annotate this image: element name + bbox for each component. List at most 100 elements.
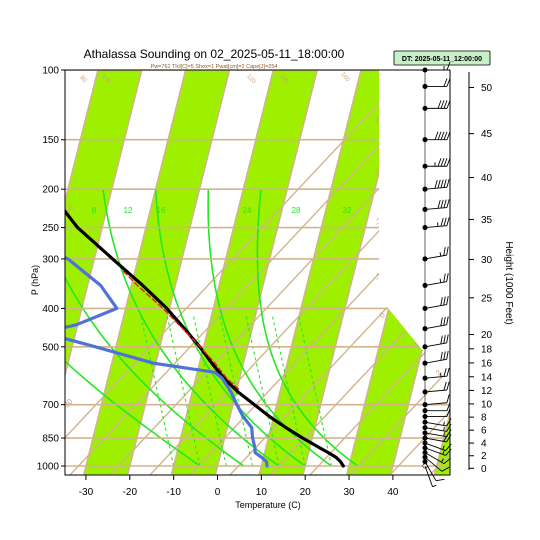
wind-barb-feather bbox=[443, 296, 446, 306]
wind-barb bbox=[422, 334, 449, 350]
height-tick-label: 8 bbox=[481, 413, 487, 424]
pressure-tick-label: 300 bbox=[42, 254, 59, 265]
height-tick-label: 18 bbox=[481, 344, 493, 355]
dry-adiabat-label: 160 bbox=[339, 72, 350, 84]
temperature-profile bbox=[65, 208, 345, 468]
wind-barb-feather bbox=[443, 131, 448, 140]
wind-barb-feather bbox=[443, 199, 447, 208]
temperature-tick-label: -20 bbox=[123, 487, 138, 498]
wind-barb-feather bbox=[440, 100, 445, 109]
wind-barb-half-feather bbox=[442, 450, 445, 455]
wind-barb bbox=[422, 296, 449, 311]
height-tick-label: 2 bbox=[481, 451, 487, 462]
moist-adiabat-line bbox=[256, 189, 359, 467]
badge-text: DT: 2025-05-11_12:00:00 bbox=[402, 56, 482, 63]
pressure-tick-label: 1000 bbox=[37, 462, 60, 473]
mixing-ratio-line bbox=[219, 316, 254, 467]
wind-barb-feather bbox=[443, 335, 446, 344]
height-tick-label: 4 bbox=[481, 439, 487, 450]
dry-adiabat-line bbox=[149, 154, 450, 475]
wind-barb-shaft bbox=[424, 447, 446, 456]
wind-barb-shaft bbox=[424, 427, 447, 432]
height-axis-label: Height (1000 Feet) bbox=[503, 241, 514, 324]
height-tick-label: 25 bbox=[481, 293, 493, 304]
mixing-ratio-label: 16 bbox=[157, 206, 166, 215]
wind-barb-shaft bbox=[424, 324, 447, 330]
wind-barb-shaft bbox=[424, 432, 447, 438]
wind-barb-feather bbox=[437, 199, 441, 209]
wind-barb bbox=[422, 217, 450, 231]
wind-barb bbox=[422, 316, 449, 332]
wind-barb-shaft bbox=[424, 304, 447, 309]
mixing-ratio-line bbox=[245, 316, 280, 467]
dry-adiabat-line bbox=[269, 282, 450, 475]
wind-barb-feather bbox=[446, 394, 450, 403]
wind-barb-feather bbox=[446, 273, 449, 282]
plot-mask bbox=[379, 70, 450, 475]
wind-barb-half-feather bbox=[443, 432, 445, 437]
wind-barb-feather bbox=[441, 466, 450, 472]
wind-barb-feather bbox=[446, 350, 449, 360]
wind-barb-feather bbox=[440, 158, 445, 167]
badge-box bbox=[393, 50, 491, 66]
wind-barb-feather bbox=[434, 131, 439, 140]
wind-barb-feather bbox=[440, 179, 444, 188]
wind-barb-half-feather bbox=[432, 484, 437, 488]
wind-barb-shaft bbox=[424, 281, 447, 286]
dry-adiabat-label: 100 bbox=[100, 74, 111, 86]
height-tick-label: 40 bbox=[481, 173, 493, 184]
height-tick-label: 12 bbox=[481, 386, 493, 397]
wind-barb-feather bbox=[446, 296, 449, 305]
wind-barb-feather bbox=[440, 317, 443, 326]
wind-barb-half-feather bbox=[441, 458, 444, 463]
wind-barb-station bbox=[422, 445, 428, 451]
wind-barb-feather bbox=[443, 100, 448, 109]
wind-barb-feather bbox=[446, 367, 450, 377]
mixing-ratio-label: 8 bbox=[92, 206, 97, 215]
dewpoint-profile bbox=[65, 255, 269, 468]
height-tick-label: 30 bbox=[481, 255, 493, 266]
dry-adiabat-line bbox=[65, 70, 411, 439]
wind-barb-shaft bbox=[424, 402, 447, 406]
temperature-tick-label: 20 bbox=[300, 487, 312, 498]
wind-barb bbox=[422, 350, 449, 366]
wind-barb-feather bbox=[440, 131, 445, 140]
x-axis-label: Temperature (C) bbox=[235, 500, 301, 510]
pressure-tick-label: 100 bbox=[42, 66, 59, 77]
mixing-ratio-line bbox=[272, 316, 306, 467]
wind-barb-feather bbox=[437, 131, 442, 140]
height-tick-label: 14 bbox=[481, 372, 493, 383]
wind-barb-feather bbox=[440, 297, 443, 306]
mixing-ratio-line bbox=[140, 316, 175, 467]
wind-barb-shaft bbox=[424, 456, 443, 472]
wind-barb bbox=[422, 199, 450, 213]
mixing-ratio-line bbox=[298, 316, 333, 467]
wind-barb-shaft bbox=[424, 342, 447, 348]
temperature-tick-label: -10 bbox=[166, 487, 181, 498]
wind-barb-station bbox=[422, 440, 428, 446]
wind-barb-feather bbox=[440, 335, 443, 345]
wind-barb-feather bbox=[437, 100, 442, 109]
wind-barb-shaft bbox=[424, 437, 447, 443]
isotherm-line bbox=[214, 70, 319, 475]
isotherm-line bbox=[0, 61, 12, 474]
chart-subtitle: Pw=761 Tlcl[C]=5 Shox=1 Pwat[cm]=2 Cape[… bbox=[151, 64, 278, 70]
height-tick-label: 50 bbox=[481, 83, 493, 94]
wind-barb-half-feather bbox=[442, 445, 445, 450]
wind-barb bbox=[422, 459, 445, 482]
mixing-ratio-label: 24 bbox=[243, 206, 252, 215]
isotherm-line bbox=[83, 70, 187, 475]
isotherm-label: -50 bbox=[61, 203, 76, 218]
wind-barb-feather bbox=[446, 246, 449, 256]
height-tick-label: 45 bbox=[481, 129, 493, 140]
wind-barb bbox=[422, 273, 449, 289]
pressure-tick-label: 700 bbox=[42, 400, 59, 411]
wind-barb-feather bbox=[443, 273, 446, 283]
dry-adiabat-line bbox=[349, 367, 450, 475]
wind-barb-feather bbox=[443, 217, 447, 227]
wind-barb-feather bbox=[443, 368, 447, 377]
temperature-tick-label: 0 bbox=[215, 487, 221, 498]
pressure-tick-label: 850 bbox=[42, 434, 59, 445]
temperature-tick-label: 30 bbox=[343, 487, 355, 498]
wind-barb-shaft bbox=[424, 207, 447, 210]
